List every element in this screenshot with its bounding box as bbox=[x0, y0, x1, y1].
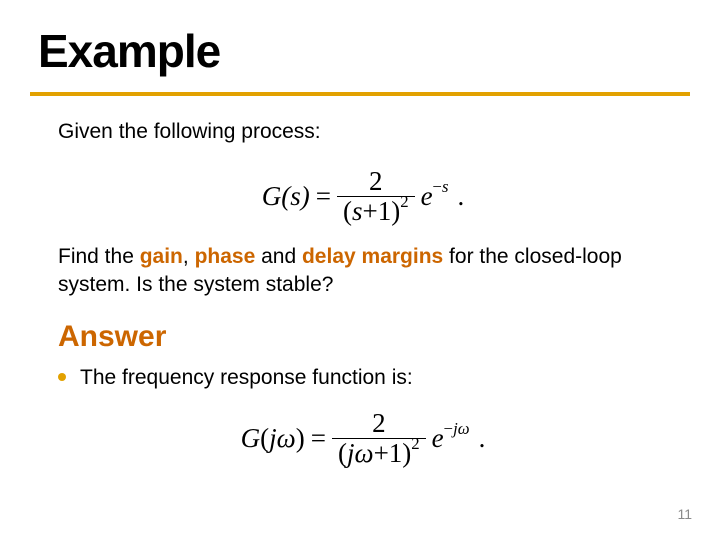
eq2-exp: e−jω bbox=[432, 423, 470, 454]
task-delay: delay margins bbox=[302, 245, 443, 268]
eq2-den-exp: 2 bbox=[411, 434, 419, 453]
eq2-fraction: 2 (jω+1)2 bbox=[332, 409, 426, 467]
eq2-den-open: ( bbox=[338, 438, 347, 468]
task-phase: phase bbox=[195, 245, 256, 268]
eq1-fraction: 2 (s+1)2 bbox=[337, 167, 415, 225]
slide-title: Example bbox=[38, 24, 220, 78]
eq2-e: e bbox=[432, 423, 444, 453]
eq2-exp-omega: ω bbox=[458, 419, 470, 438]
eq2-exp-minus: − bbox=[444, 419, 453, 438]
task-text: Find the gain, phase and delay margins f… bbox=[58, 243, 668, 298]
eq1-den-exp: 2 bbox=[400, 192, 408, 211]
equation-1: G(s) = 2 (s+1)2 e−s . bbox=[58, 167, 668, 225]
eq1-den-open: ( bbox=[343, 196, 352, 226]
eq2-den-plus: +1) bbox=[374, 438, 412, 468]
slide: Example Given the following process: G(s… bbox=[0, 0, 720, 540]
task-prefix: Find the bbox=[58, 245, 140, 268]
eq1-num: 2 bbox=[369, 166, 383, 196]
eq1-exp-minus: − bbox=[433, 177, 442, 196]
slide-body: Given the following process: G(s) = 2 (s… bbox=[58, 118, 668, 485]
eq2-G: G bbox=[241, 423, 261, 453]
eq1-den-plus: +1) bbox=[362, 196, 400, 226]
equation-2: G(jω) = 2 (jω+1)2 e−jω . bbox=[58, 409, 668, 467]
page-number: 11 bbox=[677, 506, 692, 522]
task-sep2: and bbox=[255, 245, 302, 268]
eq1-equals: = bbox=[316, 181, 331, 212]
eq2-open: ( bbox=[260, 423, 269, 453]
eq2-den-omega: ω bbox=[355, 438, 374, 468]
eq2-equals: = bbox=[311, 423, 326, 454]
intro-text: Given the following process: bbox=[58, 118, 668, 145]
eq2-lhs: G(jω) bbox=[241, 423, 305, 454]
answer-heading: Answer bbox=[58, 320, 668, 354]
eq1-den-var: s bbox=[352, 196, 363, 226]
eq2-den-j: j bbox=[347, 438, 355, 468]
eq2-j: j bbox=[269, 423, 277, 453]
eq2-num: 2 bbox=[372, 408, 386, 438]
bullet-item: The frequency response function is: bbox=[58, 364, 668, 391]
eq2-period: . bbox=[479, 423, 486, 454]
eq1-exp-var: s bbox=[442, 177, 449, 196]
eq2-close: ) bbox=[296, 423, 305, 453]
eq1-period: . bbox=[458, 181, 465, 212]
eq1-exp: e−s bbox=[421, 181, 449, 212]
eq1-lhs: G(s) bbox=[262, 181, 310, 212]
bullet-icon bbox=[58, 373, 66, 381]
task-gain: gain bbox=[140, 245, 183, 268]
title-underline bbox=[30, 92, 690, 96]
eq1-e: e bbox=[421, 181, 433, 211]
bullet-text: The frequency response function is: bbox=[80, 364, 413, 391]
task-sep1: , bbox=[183, 245, 195, 268]
eq2-omega: ω bbox=[277, 423, 296, 453]
